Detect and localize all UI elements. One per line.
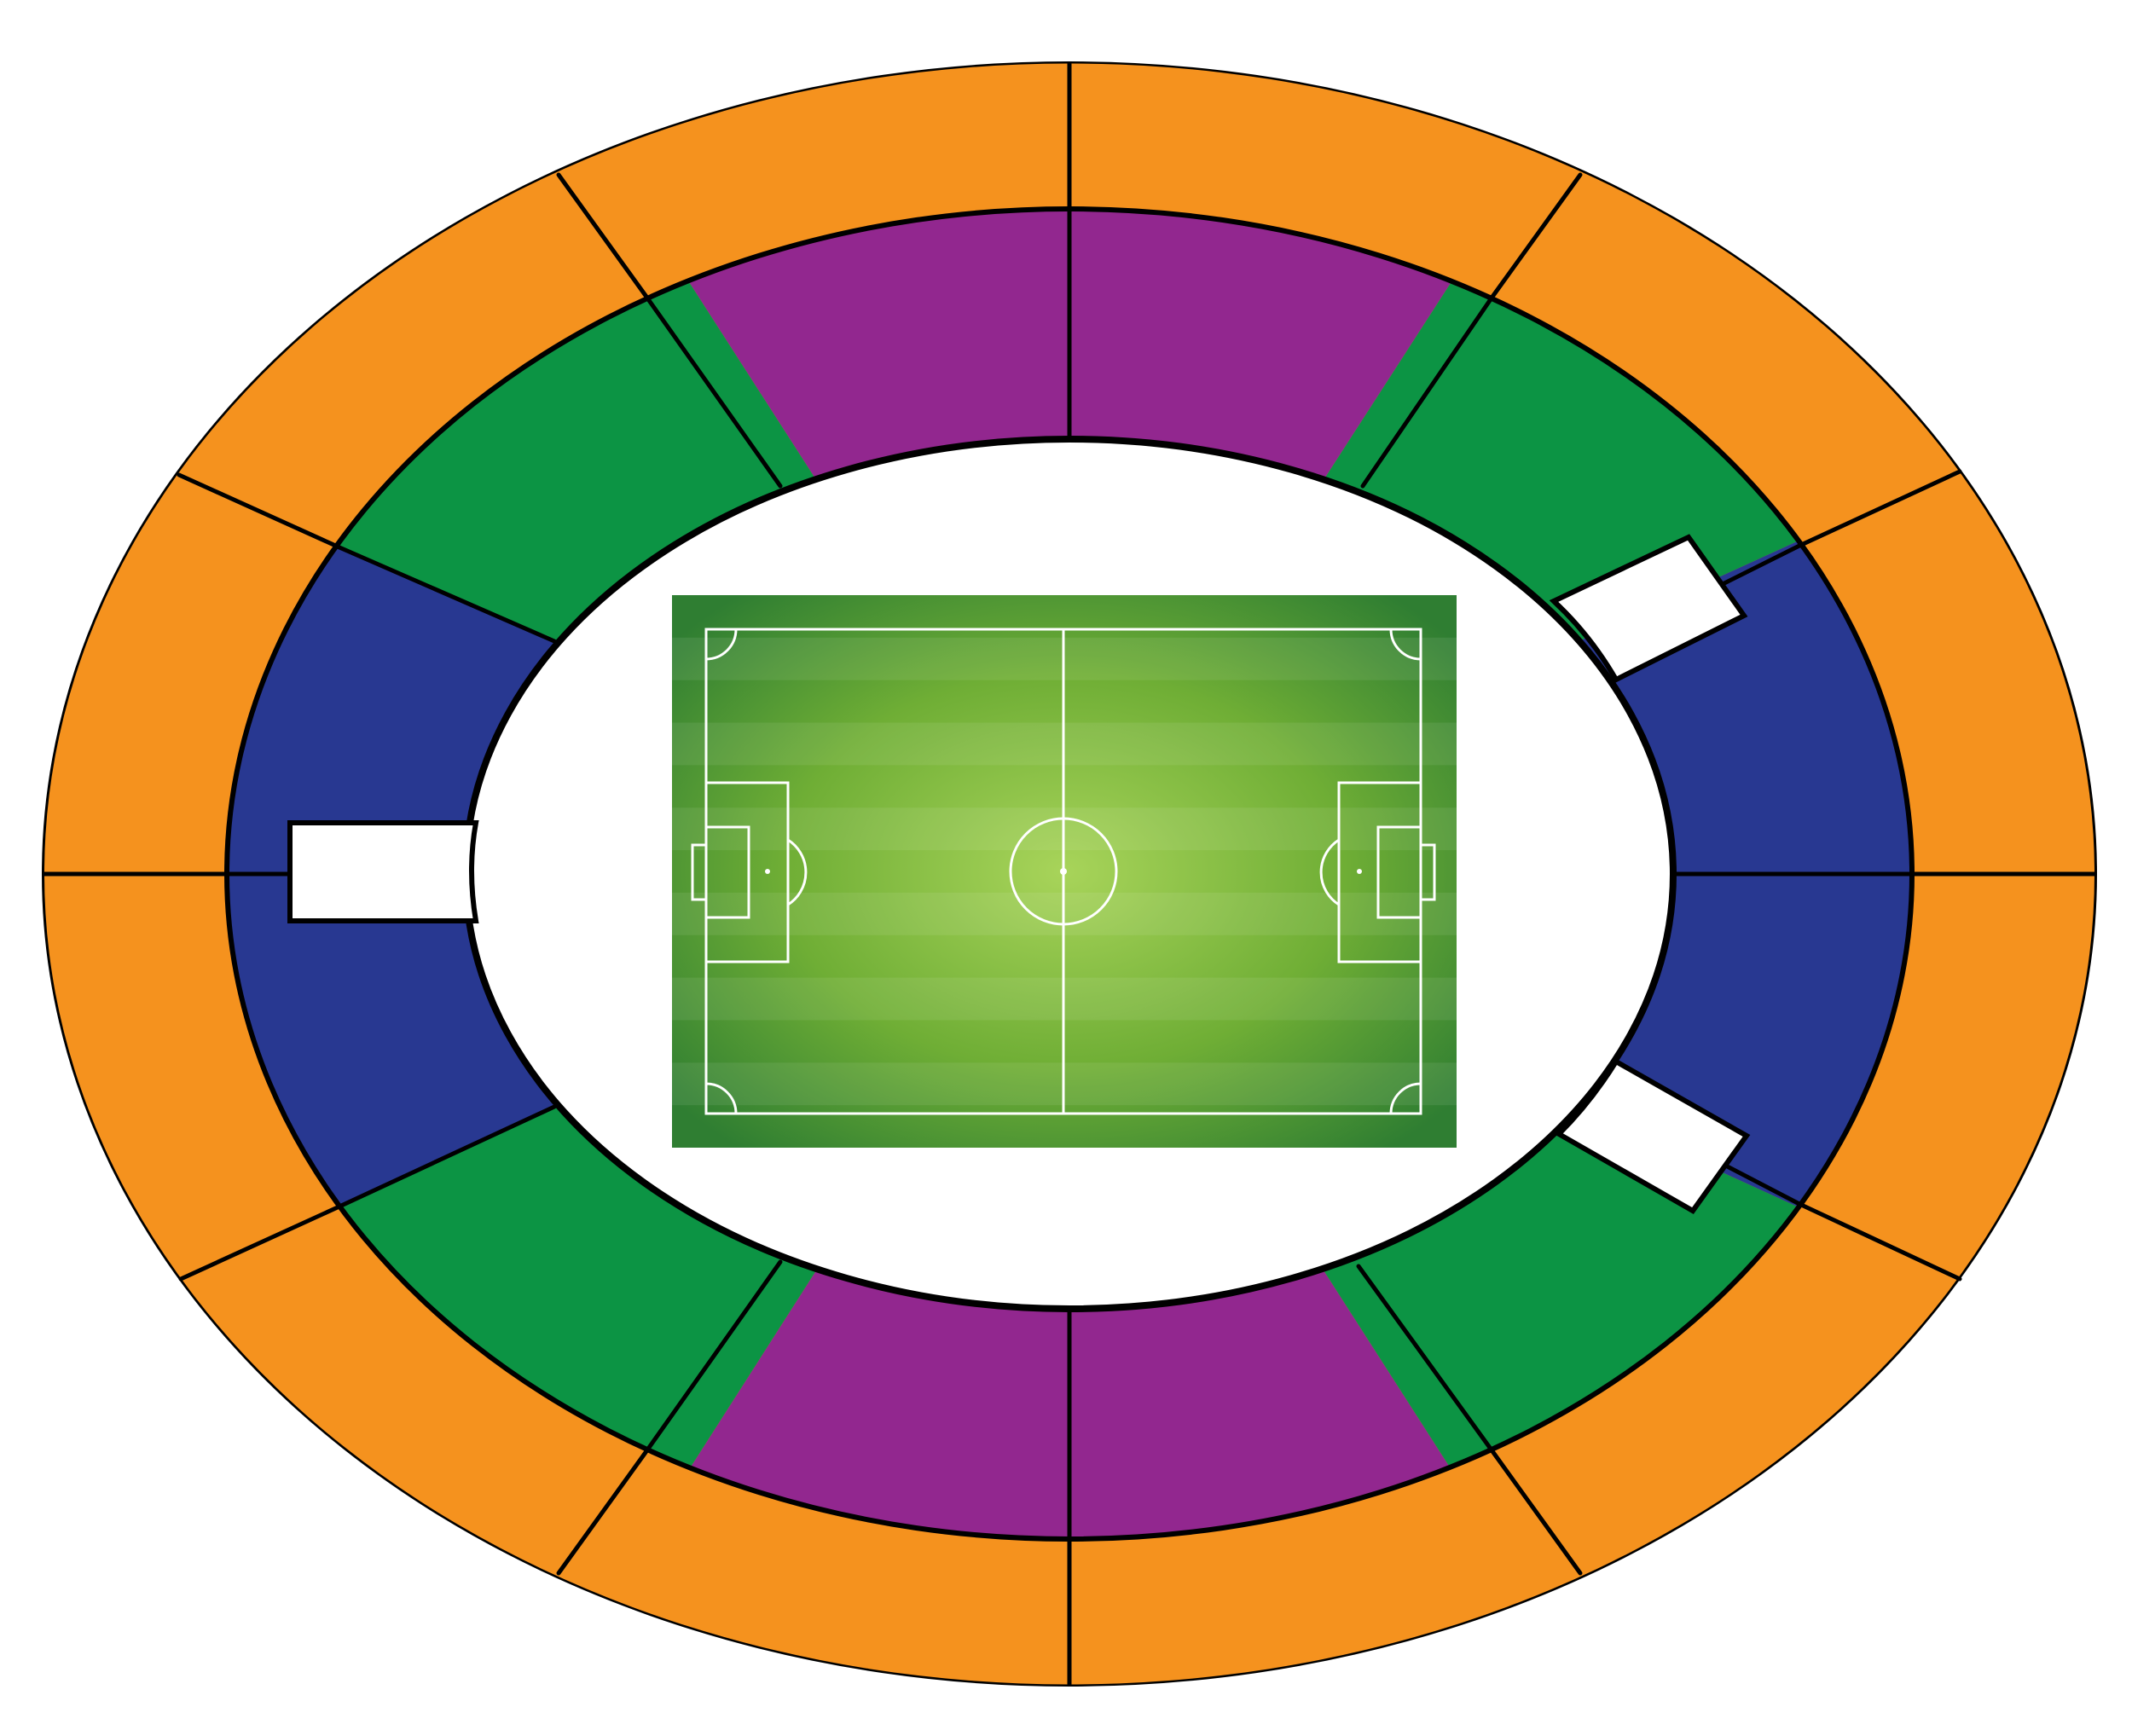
- inner-tier-separators: [224, 206, 1915, 1542]
- corner-arc-top-left: [705, 628, 738, 661]
- center-spot: [1060, 868, 1067, 875]
- right-penalty-spot: [1357, 869, 1362, 874]
- pitch-markings: [691, 628, 1436, 1115]
- right-goal: [1419, 843, 1436, 901]
- center-circle: [1009, 817, 1118, 926]
- left-goal: [691, 843, 708, 901]
- outer-tier-separators: [42, 61, 2097, 1687]
- soccer-pitch: [672, 595, 1457, 1148]
- northeast-tunnel[interactable]: [1549, 534, 1748, 683]
- right-penalty-arc: [1319, 838, 1340, 906]
- left-penalty-arc: [787, 838, 808, 906]
- corner-arc-top-right: [1389, 628, 1422, 661]
- west-tunnel[interactable]: [287, 820, 479, 923]
- entrances: [287, 534, 1751, 1214]
- corner-arc-bottom-left: [705, 1082, 738, 1114]
- corner-arc-bottom-right: [1389, 1082, 1422, 1114]
- southeast-tunnel[interactable]: [1555, 1057, 1751, 1214]
- left-penalty-spot: [765, 869, 770, 874]
